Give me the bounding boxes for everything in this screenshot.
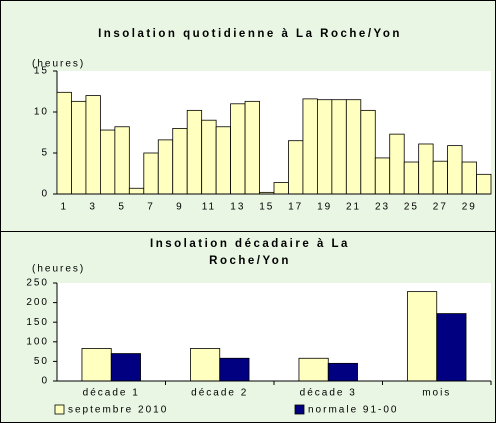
bar: [288, 140, 304, 195]
x-tick-label: 17: [288, 202, 303, 213]
x-tick-label: 13: [230, 202, 245, 213]
bar: [447, 145, 463, 195]
chart-title: Insolation décadaire à La Roche/Yon: [150, 238, 350, 267]
bar: [327, 362, 358, 382]
y-tick-label: 100: [26, 336, 49, 347]
bar: [461, 161, 477, 195]
y-tick-label: 0: [41, 376, 49, 387]
x-tick-label: mois: [422, 388, 451, 399]
bar: [110, 353, 141, 382]
x-tick-label: décade 1: [83, 388, 140, 399]
x-tick-label: 21: [346, 202, 361, 213]
bar: [298, 357, 329, 382]
x-tick-label: décade 2: [191, 388, 248, 399]
y-tick-label: 200: [26, 297, 49, 308]
y-tick-label: 250: [26, 278, 49, 289]
x-tick-label: 9: [176, 202, 184, 213]
x-tick-label: 1: [60, 202, 68, 213]
bar: [172, 127, 188, 195]
y-axis-label: (heures): [32, 59, 85, 70]
x-tick-label: 11: [202, 202, 216, 213]
y-tick-label: 0: [41, 189, 49, 200]
bar: [157, 139, 174, 195]
chart-title: Insolation quotidienne à La Roche/Yon: [98, 28, 402, 40]
bar: [81, 348, 112, 382]
x-tick-label: 27: [433, 202, 448, 213]
bar: [71, 100, 87, 195]
bar: [85, 95, 101, 195]
x-tick-label: 25: [404, 202, 419, 213]
x-tick-label: 7: [147, 202, 155, 213]
bar: [230, 103, 246, 195]
bar: [403, 161, 420, 195]
y-tick-label: 10: [34, 107, 49, 118]
bar: [331, 99, 347, 195]
bar: [273, 182, 289, 195]
y-axis-label: (heures): [32, 264, 85, 275]
x-tick-label: décade 3: [300, 388, 357, 399]
bar: [476, 173, 492, 195]
bar: [128, 187, 145, 195]
bar: [436, 313, 467, 382]
x-tick-label: 15: [259, 202, 274, 213]
x-tick-label: 29: [462, 202, 477, 213]
bar: [114, 126, 130, 195]
x-tick-label: 23: [375, 202, 390, 213]
bar: [345, 99, 362, 195]
x-tick-label: 5: [118, 202, 126, 213]
bar: [316, 99, 333, 195]
y-tick-label: 15: [34, 66, 49, 77]
x-tick-label: 19: [317, 202, 332, 213]
legend-label: normale 91-00: [308, 405, 398, 416]
bar: [215, 126, 231, 195]
legend-label: septembre 2010: [68, 405, 168, 416]
y-tick-label: 50: [34, 356, 49, 367]
y-tick-label: 5: [41, 148, 49, 159]
y-tick-label: 150: [26, 317, 49, 328]
bar: [143, 152, 159, 195]
bar: [432, 160, 448, 195]
bar: [190, 348, 221, 382]
bar: [407, 291, 438, 382]
legend-swatch: [294, 404, 305, 415]
bar: [100, 129, 116, 195]
bar: [418, 143, 434, 195]
bar: [56, 91, 72, 195]
legend-swatch: [54, 404, 65, 415]
bar: [389, 133, 405, 195]
bar: [374, 157, 391, 195]
bar: [201, 119, 217, 195]
bar: [186, 109, 203, 195]
bar: [219, 357, 250, 382]
bar: [302, 98, 318, 195]
bar: [360, 109, 376, 195]
x-tick-label: 3: [89, 202, 97, 213]
bar: [244, 100, 260, 195]
